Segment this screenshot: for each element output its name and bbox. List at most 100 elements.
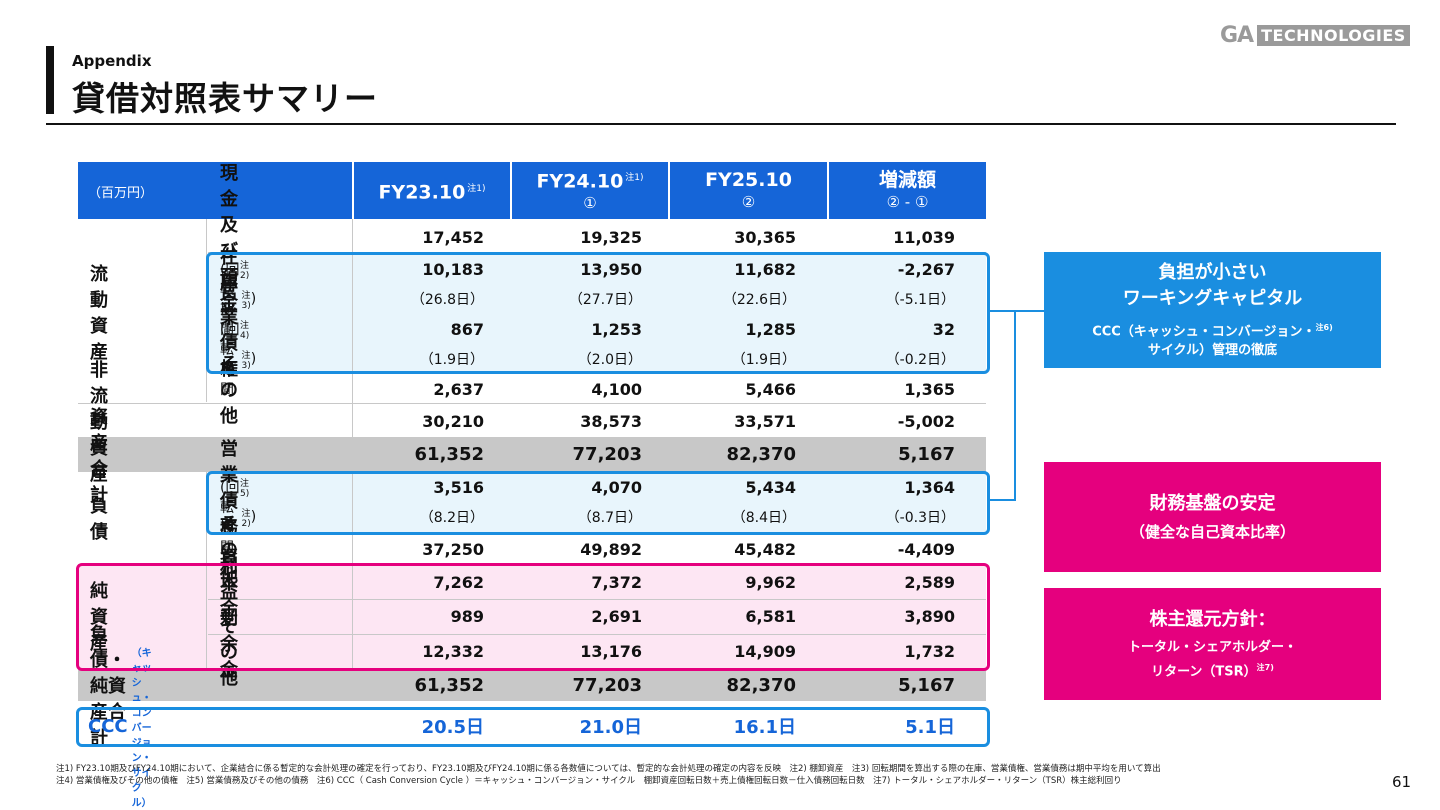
- connector: [988, 310, 1044, 312]
- table-cell: 19,325: [580, 227, 642, 247]
- row-label: (回転期間 注3)): [220, 322, 257, 398]
- row-label: 利益剰余金: [220, 555, 238, 681]
- ccc-highlight: [76, 707, 990, 747]
- table-cell: 3,890: [904, 607, 955, 626]
- table-cell: 61,352: [414, 444, 484, 465]
- table-cell: 867: [450, 319, 484, 339]
- table-cell: 4,100: [591, 379, 642, 399]
- table-cell: （2.0日）: [577, 352, 642, 368]
- table-cell: （1.9日）: [731, 352, 796, 368]
- table-cell: 49,892: [580, 539, 642, 559]
- table-cell: 30,210: [422, 411, 484, 431]
- table-cell: 2,691: [591, 607, 642, 626]
- table-cell: -2,267: [897, 259, 955, 279]
- section-label: Appendix: [72, 52, 152, 70]
- table-cell: 1,285: [745, 319, 796, 339]
- table-cell: （-5.1日）: [885, 292, 955, 308]
- table-cell: （-0.3日）: [885, 510, 955, 526]
- table-cell: （8.2日）: [419, 510, 484, 526]
- table-cell: 13,950: [580, 259, 642, 279]
- ccc-label: CCC （キャッシュ・コンバージョン・サイクル）: [88, 647, 152, 809]
- table-header: （百万円） FY23.10 注1) FY24.10 注1) ① FY25.10 ② …: [78, 162, 986, 219]
- row-label: (回転期間 注3)): [220, 262, 257, 338]
- ccc-fy24: 21.0日: [579, 717, 642, 738]
- table-cell: 1,365: [904, 379, 955, 399]
- table-cell: 37,250: [422, 539, 484, 559]
- row-label: 在庫 注2): [220, 247, 250, 294]
- ccc-change: 5.1日: [905, 717, 955, 738]
- table-cell: 77,203: [572, 674, 642, 696]
- table-cell: 82,370: [726, 444, 796, 465]
- group-total-assets: 資産合計: [90, 406, 108, 506]
- row-label: その他: [220, 616, 238, 689]
- table-cell: （8.4日）: [731, 510, 796, 526]
- net-assets-highlight: [76, 563, 990, 671]
- group-liabilities: 負債: [90, 496, 108, 543]
- table-cell: 13,176: [580, 641, 642, 661]
- table-cell: 14,909: [734, 641, 796, 661]
- company-logo: GA TECHNOLOGIES: [1220, 23, 1410, 48]
- table-cell: 11,682: [734, 259, 796, 279]
- row-label: その他: [220, 514, 238, 587]
- table-cell: 5,167: [898, 444, 955, 465]
- row-label: 営業債権 注4): [220, 281, 250, 380]
- table-cell: 77,203: [572, 444, 642, 465]
- table-cell: 5,466: [745, 379, 796, 399]
- table-cell: 45,482: [734, 539, 796, 559]
- table-cell: （26.8日）: [410, 292, 484, 308]
- group-total-liab-net: 負債・純資産合計: [90, 624, 126, 749]
- col-change: 増減額 ② - ①: [878, 168, 936, 211]
- col-fy23: FY23.10 注1): [378, 181, 486, 204]
- table-cell: （27.7日）: [568, 292, 642, 308]
- payables-highlight: [206, 471, 990, 535]
- table-cell: 1,253: [591, 319, 642, 339]
- table-cell: （1.9日）: [419, 352, 484, 368]
- table-cell: 989: [450, 607, 484, 626]
- table-cell: 7,262: [433, 572, 484, 592]
- table-cell: -5,002: [897, 411, 955, 431]
- ccc-fy25: 16.1日: [733, 717, 796, 738]
- table-cell: 2,589: [904, 572, 955, 592]
- table-cell: 30,365: [734, 227, 796, 247]
- table-cell: 12,332: [422, 641, 484, 661]
- table-cell: -4,409: [897, 539, 955, 559]
- title-divider: [46, 123, 1396, 125]
- table-cell: 10,183: [422, 259, 484, 279]
- page-title: 貸借対照表サマリー: [72, 79, 378, 118]
- table-cell: 32: [932, 319, 955, 339]
- unit-label: （百万円）: [88, 186, 154, 201]
- table-cell: 33,571: [734, 411, 796, 431]
- logo-technologies: TECHNOLOGIES: [1257, 24, 1410, 46]
- connector: [988, 499, 1016, 501]
- table-cell: 11,039: [893, 227, 955, 247]
- col-fy25: FY25.10 ②: [705, 168, 792, 211]
- table-cell: 7,372: [591, 572, 642, 592]
- page-number: 61: [1392, 773, 1412, 791]
- footnote-line-2: 注4) 営業債権及びその他の債権 注5) 営業債務及びその他の債務 注6) CC…: [56, 776, 1122, 786]
- financial-stability-callout: 財務基盤の安定 （健全な自己資本比率）: [1044, 462, 1381, 572]
- table-cell: 1,364: [904, 477, 955, 497]
- shareholder-return-callout: 株主還元方針： トータル・シェアホルダー・ リターン（TSR）注7): [1044, 588, 1381, 700]
- table-cell: 6,581: [745, 607, 796, 626]
- connector: [1014, 310, 1016, 500]
- table-cell: 5,167: [898, 674, 955, 696]
- table-cell: 38,573: [580, 411, 642, 431]
- table-cell: 1,732: [904, 641, 955, 661]
- table-cell: 9,962: [745, 572, 796, 592]
- row-label: 資本金: [220, 547, 238, 620]
- working-capital-highlight: [206, 252, 990, 374]
- footnote-line-1: 注1) FY23.10期及びFY24.10期において、企業結合に係る暫定的な会計…: [56, 764, 1161, 774]
- title-accent-bar: [46, 46, 54, 114]
- table-cell: （-0.2日）: [885, 352, 955, 368]
- table-cell: 4,070: [591, 477, 642, 497]
- table-cell: （22.6日）: [722, 292, 796, 308]
- working-capital-callout: 負担が小さい ワーキングキャピタル CCC（キャッシュ・コンバージョン・注6) …: [1044, 252, 1381, 368]
- table-cell: 82,370: [726, 674, 796, 696]
- row-label: 現金及び預金: [220, 163, 238, 314]
- col-fy24: FY24.10 注1) ①: [536, 170, 644, 213]
- table-cell: 17,452: [422, 227, 484, 247]
- row-label: その他: [220, 354, 238, 427]
- table-cell: 5,434: [745, 477, 796, 497]
- table-cell: 2,637: [433, 379, 484, 399]
- ccc-fy23: 20.5日: [421, 717, 484, 738]
